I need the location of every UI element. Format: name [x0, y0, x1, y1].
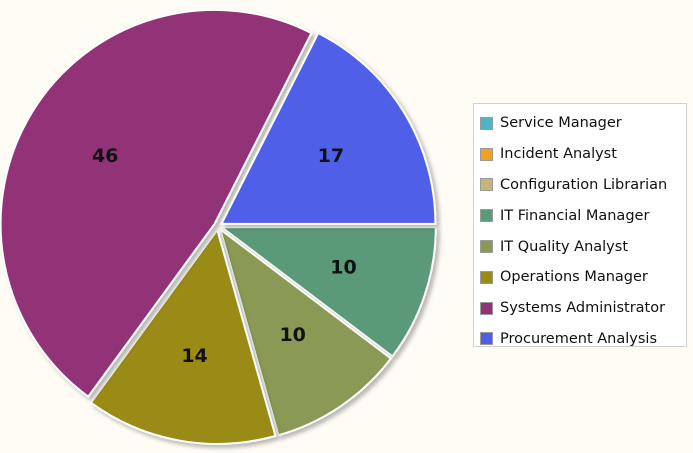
pie-slice-operations-manager[interactable] — [89, 227, 277, 445]
legend-swatch — [480, 332, 493, 346]
legend-swatch — [480, 301, 493, 315]
legend-swatch — [480, 116, 493, 130]
pie-data-labels: 10 10 14 46 17 — [92, 145, 357, 367]
legend-item-it-financial-manager[interactable]: IT Financial Manager — [478, 200, 686, 231]
legend-label: Incident Analyst — [500, 146, 617, 163]
legend-swatch — [480, 147, 493, 161]
pie-slices — [0, 8, 437, 445]
data-label-operations-manager: 14 — [181, 345, 207, 367]
legend-item-configuration-librarian[interactable]: Configuration Librarian — [478, 170, 686, 201]
pie-slice-it-financial-manager[interactable] — [218, 226, 437, 358]
legend-item-operations-manager[interactable]: Operations Manager — [478, 262, 686, 293]
legend-label: Service Manager — [500, 115, 622, 132]
data-label-it-quality-analyst: 10 — [279, 324, 305, 346]
legend-swatch — [480, 209, 493, 223]
data-label-procurement-analysis: 17 — [318, 145, 344, 167]
pie-slice-it-quality-analyst[interactable] — [218, 226, 393, 437]
legend-label: Procurement Analysis — [500, 330, 658, 347]
legend-item-it-quality-analyst[interactable]: IT Quality Analyst — [478, 231, 686, 262]
legend-label: Systems Administrator — [500, 300, 666, 317]
data-label-it-financial-manager: 10 — [330, 257, 356, 279]
legend-item-systems-administrator[interactable]: Systems Administrator — [478, 293, 686, 324]
legend-item-procurement-analysis[interactable]: Procurement Analysis — [478, 324, 686, 355]
legend-label: Configuration Librarian — [500, 176, 668, 193]
legend-item-service-manager[interactable]: Service Manager — [478, 108, 686, 139]
legend-swatch — [480, 240, 493, 254]
pie-slice-procurement-analysis[interactable] — [219, 31, 437, 225]
legend: Service Manager Incident Analyst Configura… — [473, 103, 687, 347]
legend-label: IT Quality Analyst — [500, 238, 629, 255]
data-label-systems-administrator: 46 — [92, 145, 118, 167]
legend-swatch — [480, 178, 493, 192]
legend-label: IT Financial Manager — [500, 207, 650, 224]
pie-slice-systems-administrator[interactable] — [0, 8, 313, 399]
legend-item-incident-analyst[interactable]: Incident Analyst — [478, 139, 686, 170]
legend-label: Operations Manager — [500, 269, 648, 286]
legend-swatch — [480, 270, 493, 284]
